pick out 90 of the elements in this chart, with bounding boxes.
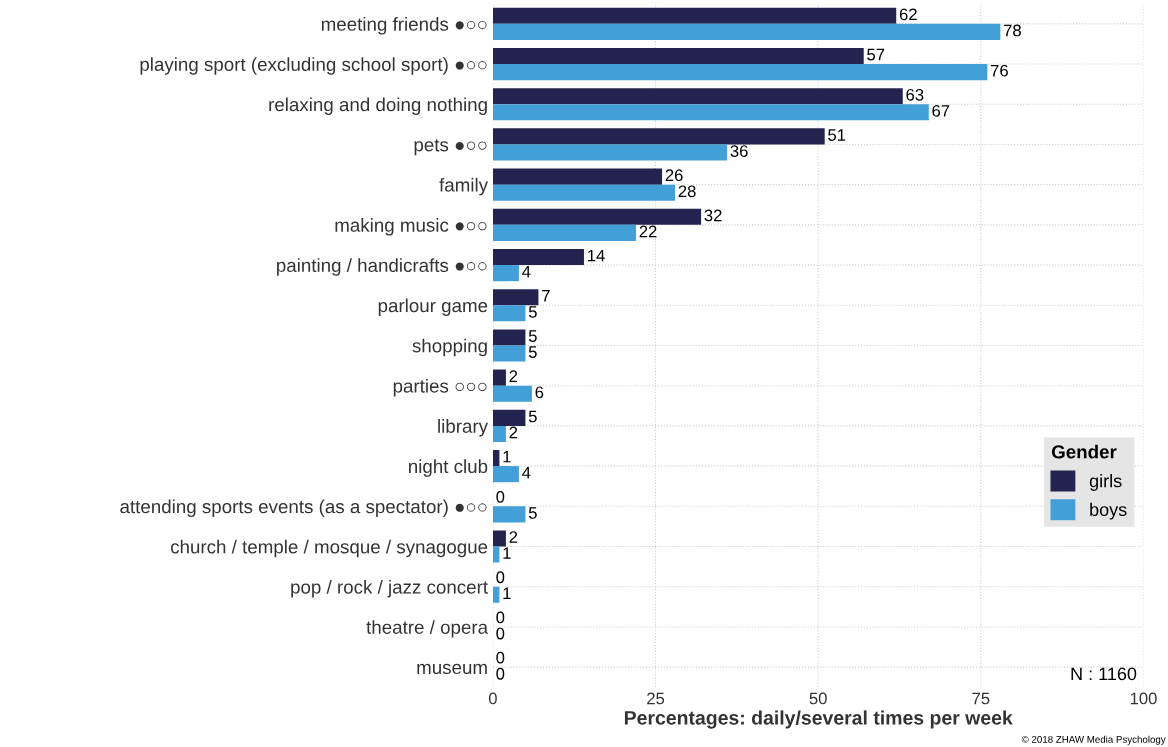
y-tick-label: night club: [409, 459, 488, 477]
data-label: 0: [496, 651, 505, 664]
text: © 2018 ZHAW Media Psychology: [1021, 735, 1166, 745]
bar: [492, 466, 519, 483]
annotation: N : 1160: [1071, 667, 1137, 681]
data-label: 2: [509, 370, 518, 382]
y-tick-label: library: [438, 419, 488, 437]
data-label: 2: [509, 426, 518, 439]
x-tick-label: 50: [809, 692, 827, 705]
bar: [492, 168, 663, 185]
y-tick-label: parlour game: [378, 298, 488, 316]
bar: [492, 385, 532, 402]
data-label: 76: [990, 64, 1008, 77]
data-label: 14: [588, 249, 605, 262]
data-label: 0: [496, 627, 505, 640]
bar: [492, 208, 702, 225]
bar: [492, 345, 526, 362]
bar: [492, 409, 526, 426]
bar: [492, 144, 728, 161]
data-label: 0: [496, 490, 505, 503]
bar: [492, 23, 1001, 40]
data-label: 5: [528, 330, 537, 342]
y-tick-label: attending sports events (as a spectator) ●○○: [120, 499, 487, 517]
x-axis-title: Percentages: daily/several times per week: [624, 710, 1013, 729]
y-tick-label: museum: [417, 663, 487, 675]
bar: [492, 546, 500, 563]
data-label: 5: [528, 346, 537, 358]
bar: [492, 369, 506, 386]
y-tick-label: painting / handicrafts ●○○: [277, 258, 487, 276]
bar: [492, 184, 676, 201]
y-tick-label: church / temple / mosque / synagogue: [170, 539, 488, 558]
bar: [492, 224, 637, 241]
bar: [492, 248, 584, 266]
data-label: 1: [503, 587, 511, 600]
y-tick-label: family: [439, 177, 488, 196]
bar: [492, 530, 506, 547]
bar: [492, 289, 539, 306]
data-label: 4: [522, 466, 531, 479]
data-label: 0: [496, 611, 505, 624]
bar: [492, 305, 526, 322]
y-tick-label: playing sport (excluding school sport) ●○○: [140, 57, 487, 75]
data-label: 2: [509, 531, 518, 543]
y-tick-label: making music ●○○: [335, 218, 487, 236]
y-tick-label: theatre / opera: [366, 620, 489, 638]
y-tick-label: meeting friends ●○○: [321, 17, 487, 35]
bar: [492, 506, 526, 523]
bar: [492, 329, 526, 346]
legend-label: boys: [1090, 502, 1127, 520]
bar: [492, 128, 825, 145]
x-tick-label: 25: [647, 692, 665, 705]
data-label: 0: [496, 667, 505, 680]
data-label: 5: [528, 410, 537, 423]
data-label: 57: [867, 48, 885, 61]
bar: [492, 64, 988, 81]
data-label: 78: [1003, 24, 1021, 37]
y-tick-label: relaxing and doing nothing: [269, 97, 487, 115]
data-label: 67: [932, 104, 950, 117]
y-tick-label: shopping: [412, 338, 487, 357]
data-label: 5: [528, 507, 537, 519]
bar: [492, 425, 506, 442]
data-label: 22: [639, 225, 657, 238]
data-label: 28: [678, 185, 696, 198]
bar: [492, 104, 929, 121]
data-label: 1: [503, 450, 511, 463]
bar: [492, 450, 500, 467]
legend-title: Gender: [1051, 444, 1117, 459]
data-label: 62: [899, 8, 917, 21]
data-label: 4: [522, 265, 531, 278]
data-label: 7: [542, 290, 550, 302]
y-tick-label: parties ○○○: [393, 378, 487, 397]
data-label: 32: [704, 209, 722, 222]
y-tick-label: pop / rock / jazz concert: [291, 579, 488, 598]
bar: [492, 586, 500, 603]
data-label: 6: [535, 386, 544, 399]
data-label: 26: [665, 169, 683, 182]
bar: [492, 7, 897, 24]
x-tick-label: 0: [488, 692, 497, 705]
data-label: 0: [496, 571, 505, 584]
bar: [492, 265, 519, 282]
data-label: 63: [906, 88, 924, 101]
data-label: 1: [503, 547, 511, 559]
bar: [492, 88, 903, 105]
x-tick-label: 75: [972, 692, 990, 705]
x-tick-label: 100: [1130, 692, 1157, 705]
bar: [492, 47, 864, 65]
data-label: 5: [528, 306, 537, 318]
data-label: 51: [828, 129, 846, 141]
data-label: 36: [730, 145, 748, 157]
y-tick-label: pets ●○○: [414, 139, 487, 156]
legend-label: girls: [1089, 474, 1122, 491]
